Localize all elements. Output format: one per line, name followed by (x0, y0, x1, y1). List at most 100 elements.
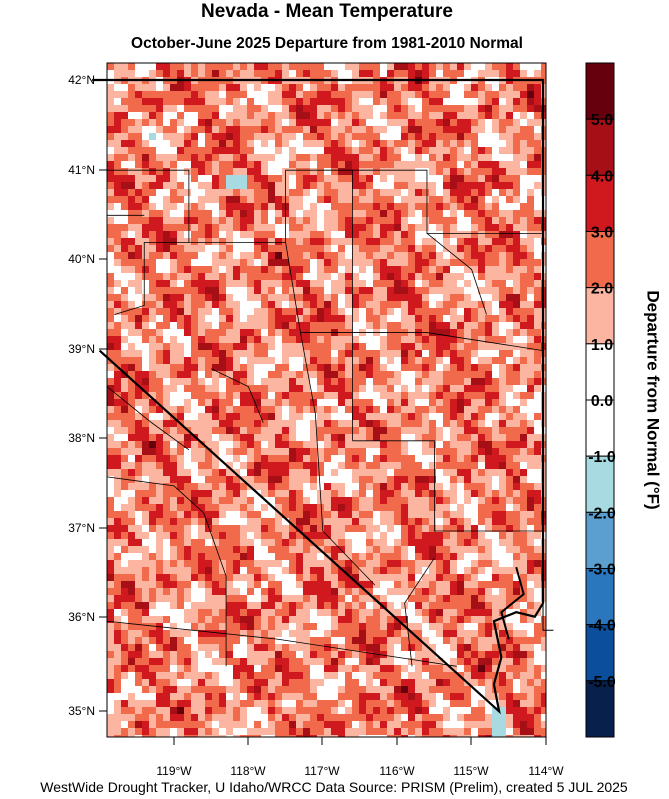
raster-cell (198, 273, 205, 280)
raster-cell (471, 70, 478, 77)
raster-cell (135, 364, 142, 371)
raster-cell (261, 448, 268, 455)
raster-cell (289, 126, 296, 133)
raster-cell (296, 553, 303, 560)
raster-cell (408, 147, 415, 154)
raster-cell (107, 609, 114, 616)
raster-cell (268, 378, 275, 385)
raster-cell (366, 427, 373, 434)
raster-cell (422, 581, 429, 588)
raster-cell (436, 448, 443, 455)
raster-cell (471, 357, 478, 364)
raster-cell (415, 287, 422, 294)
raster-cell (429, 301, 436, 308)
raster-cell (366, 588, 373, 595)
raster-cell (338, 357, 345, 364)
raster-cell (149, 245, 156, 252)
raster-cell (310, 609, 317, 616)
raster-cell (317, 301, 324, 308)
raster-cell (380, 392, 387, 399)
raster-cell (261, 539, 268, 546)
raster-cell (142, 602, 149, 609)
raster-cell (114, 336, 121, 343)
raster-cell (191, 217, 198, 224)
raster-cell (191, 581, 198, 588)
raster-cell (401, 119, 408, 126)
raster-cell (499, 567, 506, 574)
raster-cell (317, 420, 324, 427)
raster-cell (534, 63, 541, 70)
raster-cell (366, 602, 373, 609)
raster-cell (534, 525, 541, 532)
raster-cell (212, 147, 219, 154)
raster-cell (352, 161, 359, 168)
raster-cell (443, 455, 450, 462)
raster-cell (142, 574, 149, 581)
raster-cell (142, 616, 149, 623)
raster-cell (345, 399, 352, 406)
raster-cell (401, 602, 408, 609)
raster-cell (135, 329, 142, 336)
raster-cell (275, 105, 282, 112)
raster-cell (387, 406, 394, 413)
raster-cell (408, 175, 415, 182)
raster-cell (485, 378, 492, 385)
raster-cell (198, 182, 205, 189)
raster-cell (513, 161, 520, 168)
raster-cell (170, 273, 177, 280)
raster-cell (338, 133, 345, 140)
raster-cell (226, 455, 233, 462)
raster-cell (422, 273, 429, 280)
raster-cell (135, 392, 142, 399)
raster-cell (324, 574, 331, 581)
raster-cell (401, 574, 408, 581)
raster-cell (331, 210, 338, 217)
raster-cell (191, 413, 198, 420)
raster-cell (499, 483, 506, 490)
raster-cell (212, 315, 219, 322)
raster-cell (338, 70, 345, 77)
raster-cell (520, 168, 527, 175)
raster-cell (513, 462, 520, 469)
raster-cell (338, 420, 345, 427)
raster-cell (184, 119, 191, 126)
raster-cell (289, 308, 296, 315)
raster-cell (527, 161, 534, 168)
raster-cell (345, 336, 352, 343)
raster-cell (485, 189, 492, 196)
raster-cell (296, 406, 303, 413)
raster-cell (352, 98, 359, 105)
raster-cell (177, 154, 184, 161)
raster-cell (429, 441, 436, 448)
raster-cell (387, 392, 394, 399)
raster-cell (394, 413, 401, 420)
raster-cell (359, 91, 366, 98)
raster-cell (359, 196, 366, 203)
raster-cell (429, 266, 436, 273)
raster-cell (198, 609, 205, 616)
raster-cell (310, 525, 317, 532)
raster-cell (254, 259, 261, 266)
raster-cell (156, 126, 163, 133)
raster-cell (366, 161, 373, 168)
raster-cell (436, 294, 443, 301)
raster-cell (121, 560, 128, 567)
raster-cell (156, 427, 163, 434)
raster-cell (408, 168, 415, 175)
raster-cell (373, 231, 380, 238)
raster-cell (457, 420, 464, 427)
raster-cell (464, 427, 471, 434)
raster-cell (380, 147, 387, 154)
raster-cell (191, 616, 198, 623)
raster-cell (191, 322, 198, 329)
raster-cell (359, 266, 366, 273)
raster-cell (149, 392, 156, 399)
raster-cell (254, 455, 261, 462)
raster-cell (506, 441, 513, 448)
raster-cell (366, 91, 373, 98)
raster-cell (450, 427, 457, 434)
raster-cell (345, 462, 352, 469)
raster-cell (254, 315, 261, 322)
raster-cell (128, 343, 135, 350)
